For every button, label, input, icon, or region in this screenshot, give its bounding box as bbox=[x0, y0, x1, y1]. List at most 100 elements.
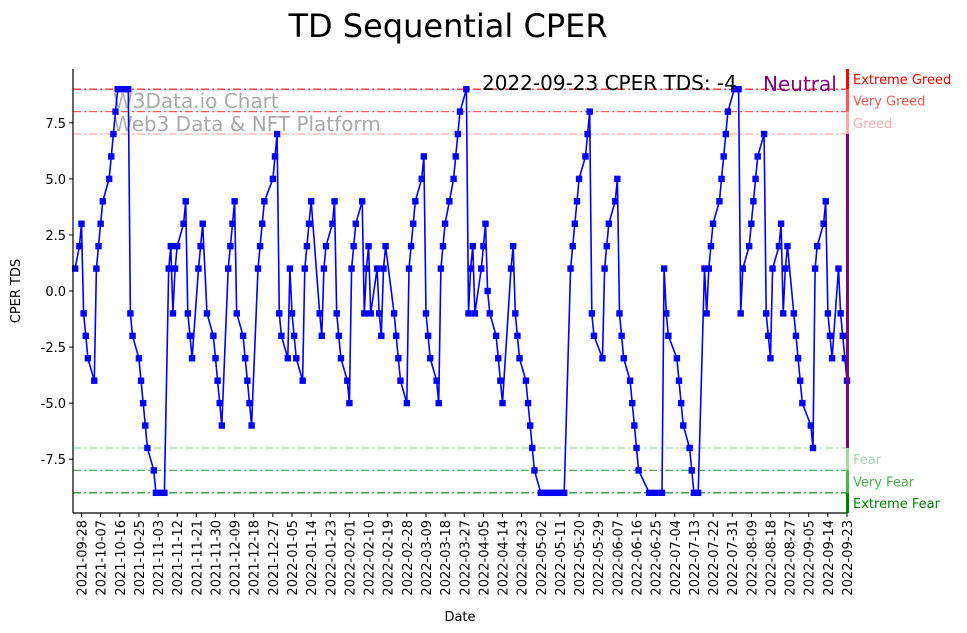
x-tick-label: 2022-04-05 bbox=[477, 520, 492, 596]
data-point-marker bbox=[424, 332, 432, 340]
data-point-marker bbox=[499, 399, 506, 407]
level-label: Extreme Fear bbox=[853, 497, 941, 512]
data-point-marker bbox=[350, 242, 357, 250]
data-point-marker bbox=[709, 220, 717, 227]
data-point-marker bbox=[284, 355, 291, 362]
data-point-marker bbox=[688, 467, 695, 474]
data-point-marker bbox=[575, 175, 583, 183]
band-segment-neutral bbox=[846, 134, 849, 448]
data-point-marker bbox=[378, 332, 385, 340]
sentiment-band-bar: Extreme Greed Very Greed Greed Fear Very Fea… bbox=[846, 69, 951, 513]
band-segment-very-fear bbox=[846, 470, 849, 493]
data-point-marker bbox=[393, 332, 400, 340]
x-tick-label: 2021-11-21 bbox=[190, 520, 205, 596]
data-point-marker bbox=[524, 399, 532, 407]
data-point-marker bbox=[225, 265, 232, 272]
data-point-marker bbox=[797, 377, 804, 384]
data-point-marker bbox=[93, 265, 100, 272]
data-point-marker bbox=[437, 265, 445, 272]
data-point-marker bbox=[171, 265, 179, 272]
data-point-marker bbox=[454, 130, 462, 138]
x-tick-label: 2022-06-16 bbox=[630, 520, 645, 596]
data-point-marker bbox=[167, 242, 175, 250]
data-point-marker bbox=[646, 489, 653, 497]
data-point-marker bbox=[705, 265, 712, 272]
x-tick-label: 2021-12-27 bbox=[267, 520, 282, 596]
data-point-marker bbox=[269, 175, 277, 183]
data-point-marker bbox=[361, 310, 368, 317]
data-point-marker bbox=[780, 310, 787, 317]
data-point-marker bbox=[495, 355, 502, 362]
x-tick-label: 2022-08-18 bbox=[764, 520, 779, 596]
x-tick-label: 2022-02-28 bbox=[401, 520, 416, 596]
data-point-marker bbox=[614, 175, 621, 183]
data-point-marker bbox=[199, 220, 206, 227]
level-label: Extreme Greed bbox=[853, 73, 951, 88]
x-tick-label: 2022-05-29 bbox=[592, 520, 607, 596]
data-point-marker bbox=[629, 399, 636, 407]
x-tick-label: 2022-01-05 bbox=[286, 520, 301, 596]
data-point-marker bbox=[169, 310, 177, 317]
data-point-marker bbox=[91, 377, 98, 384]
band-segment-extreme-fear bbox=[846, 492, 849, 513]
data-point-marker bbox=[754, 153, 761, 160]
x-tick-label: 2022-07-04 bbox=[669, 520, 684, 596]
data-point-marker bbox=[526, 422, 534, 429]
data-point-marker bbox=[150, 467, 158, 474]
data-point-marker bbox=[299, 377, 306, 384]
x-tick-label: 2022-08-27 bbox=[784, 520, 799, 596]
data-point-marker bbox=[605, 220, 613, 227]
band-segment-greed bbox=[846, 111, 849, 135]
data-point-marker bbox=[135, 355, 143, 362]
data-point-marker bbox=[463, 85, 470, 93]
data-point-marker bbox=[775, 242, 783, 250]
data-point-marker bbox=[569, 242, 576, 250]
data-point-marker bbox=[731, 85, 738, 93]
data-point-marker bbox=[288, 310, 296, 317]
data-point-marker bbox=[835, 265, 842, 272]
data-point-marker bbox=[229, 220, 236, 227]
data-point-marker bbox=[599, 355, 606, 362]
data-point-marker bbox=[348, 265, 355, 272]
data-point-marker bbox=[777, 220, 785, 227]
data-point-marker bbox=[633, 444, 640, 452]
data-point-marker bbox=[84, 355, 92, 362]
data-point-marker bbox=[586, 108, 593, 115]
y-tick-label: 7.5 bbox=[45, 117, 66, 132]
data-point-marker bbox=[707, 242, 715, 250]
data-point-marker bbox=[560, 489, 568, 497]
data-point-marker bbox=[799, 399, 806, 407]
x-tick-label: 2022-06-25 bbox=[650, 520, 665, 596]
x-tick-label: 2022-02-10 bbox=[363, 520, 378, 596]
x-tick-label: 2022-06-07 bbox=[611, 520, 626, 596]
data-point-marker bbox=[320, 265, 328, 272]
data-point-marker bbox=[694, 489, 702, 497]
series-line bbox=[74, 88, 848, 494]
data-point-marker bbox=[303, 242, 311, 250]
x-tick-label: 2022-07-31 bbox=[726, 520, 741, 596]
data-point-marker bbox=[71, 265, 79, 272]
data-point-marker bbox=[626, 377, 634, 384]
data-point-marker bbox=[210, 332, 217, 340]
y-axis-label: CPER TDS bbox=[9, 259, 24, 324]
data-point-marker bbox=[165, 265, 172, 272]
data-point-marker bbox=[216, 399, 223, 407]
data-point-marker bbox=[762, 310, 770, 317]
x-tick-label: 2022-05-11 bbox=[554, 520, 569, 596]
data-point-marker bbox=[290, 332, 298, 340]
data-point-marker bbox=[790, 310, 798, 317]
y-tick-label: -2.5 bbox=[41, 341, 66, 356]
data-point-marker bbox=[197, 242, 204, 250]
data-point-marker bbox=[612, 198, 619, 205]
data-point-marker bbox=[316, 310, 323, 317]
data-point-marker bbox=[152, 489, 160, 497]
band-segment-very-greed bbox=[846, 89, 849, 112]
data-point-marker bbox=[108, 153, 115, 160]
data-point-marker bbox=[567, 265, 574, 272]
data-point-marker bbox=[120, 85, 128, 93]
band-segment-extreme-greed bbox=[846, 69, 849, 90]
data-point-marker bbox=[794, 355, 802, 362]
x-tick-label: 2021-10-16 bbox=[114, 520, 129, 596]
data-point-marker bbox=[182, 198, 189, 205]
